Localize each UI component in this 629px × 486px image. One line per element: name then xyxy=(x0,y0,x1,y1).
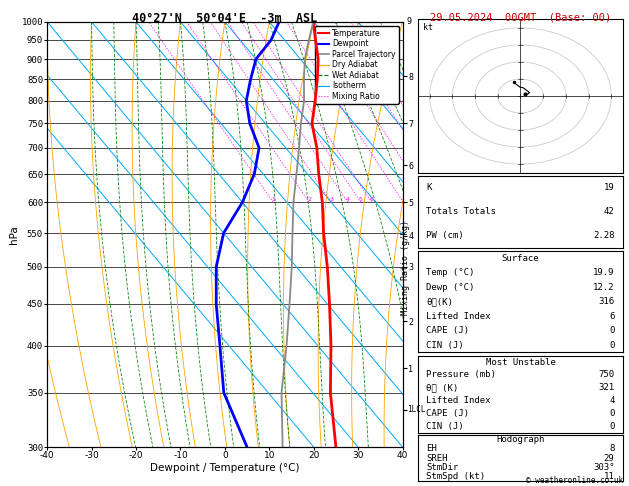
Text: Hodograph: Hodograph xyxy=(496,435,545,444)
Text: 29.05.2024  00GMT  (Base: 00): 29.05.2024 00GMT (Base: 00) xyxy=(430,12,611,22)
Text: Most Unstable: Most Unstable xyxy=(486,358,555,366)
Text: 12.2: 12.2 xyxy=(593,283,615,292)
Text: 1LCL: 1LCL xyxy=(407,405,425,415)
Text: 29: 29 xyxy=(604,453,615,463)
Text: StmDir: StmDir xyxy=(426,463,459,472)
Text: 2.28: 2.28 xyxy=(593,231,615,241)
Text: CIN (J): CIN (J) xyxy=(426,422,464,431)
Text: Totals Totals: Totals Totals xyxy=(426,208,496,216)
Text: 11: 11 xyxy=(604,472,615,481)
Text: CIN (J): CIN (J) xyxy=(426,341,464,349)
Text: 316: 316 xyxy=(598,297,615,306)
Text: 42: 42 xyxy=(604,208,615,216)
Text: PW (cm): PW (cm) xyxy=(426,231,464,241)
Text: kt: kt xyxy=(423,23,433,32)
Text: 8: 8 xyxy=(609,444,615,453)
Text: Mixing Ratio (g/kg): Mixing Ratio (g/kg) xyxy=(401,220,410,315)
Text: 6: 6 xyxy=(370,197,374,202)
Text: EH: EH xyxy=(426,444,437,453)
Text: 19: 19 xyxy=(604,183,615,192)
Text: 5: 5 xyxy=(359,197,363,202)
Text: Pressure (mb): Pressure (mb) xyxy=(426,370,496,380)
Text: θᴇ (K): θᴇ (K) xyxy=(426,383,459,392)
Text: 0: 0 xyxy=(609,326,615,335)
Text: Temp (°C): Temp (°C) xyxy=(426,268,475,278)
Text: 1: 1 xyxy=(271,197,275,202)
Text: 303°: 303° xyxy=(593,463,615,472)
X-axis label: Dewpoint / Temperature (°C): Dewpoint / Temperature (°C) xyxy=(150,463,299,473)
Text: Dewp (°C): Dewp (°C) xyxy=(426,283,475,292)
Text: 19.9: 19.9 xyxy=(593,268,615,278)
Text: SREH: SREH xyxy=(426,453,448,463)
Text: Lifted Index: Lifted Index xyxy=(426,312,491,321)
Text: CAPE (J): CAPE (J) xyxy=(426,326,469,335)
Text: 6: 6 xyxy=(609,312,615,321)
Text: 4: 4 xyxy=(609,396,615,405)
Text: Surface: Surface xyxy=(502,254,539,263)
Text: 0: 0 xyxy=(609,422,615,431)
Y-axis label: hPa: hPa xyxy=(9,225,19,244)
Text: 40°27'N  50°04'E  -3m  ASL: 40°27'N 50°04'E -3m ASL xyxy=(132,12,318,25)
Text: K: K xyxy=(426,183,432,192)
Text: © weatheronline.co.uk: © weatheronline.co.uk xyxy=(526,475,623,485)
Text: 750: 750 xyxy=(598,370,615,380)
Text: Lifted Index: Lifted Index xyxy=(426,396,491,405)
Text: StmSpd (kt): StmSpd (kt) xyxy=(426,472,486,481)
Text: 321: 321 xyxy=(598,383,615,392)
Legend: Temperature, Dewpoint, Parcel Trajectory, Dry Adiabat, Wet Adiabat, Isotherm, Mi: Temperature, Dewpoint, Parcel Trajectory… xyxy=(314,26,399,104)
Text: 2: 2 xyxy=(307,197,311,202)
Text: CAPE (J): CAPE (J) xyxy=(426,409,469,418)
Text: θᴇ(K): θᴇ(K) xyxy=(426,297,454,306)
Text: 4: 4 xyxy=(346,197,350,202)
Text: 0: 0 xyxy=(609,341,615,349)
Text: 0: 0 xyxy=(609,409,615,418)
Text: 3: 3 xyxy=(330,197,333,202)
Text: 9: 9 xyxy=(407,17,412,26)
